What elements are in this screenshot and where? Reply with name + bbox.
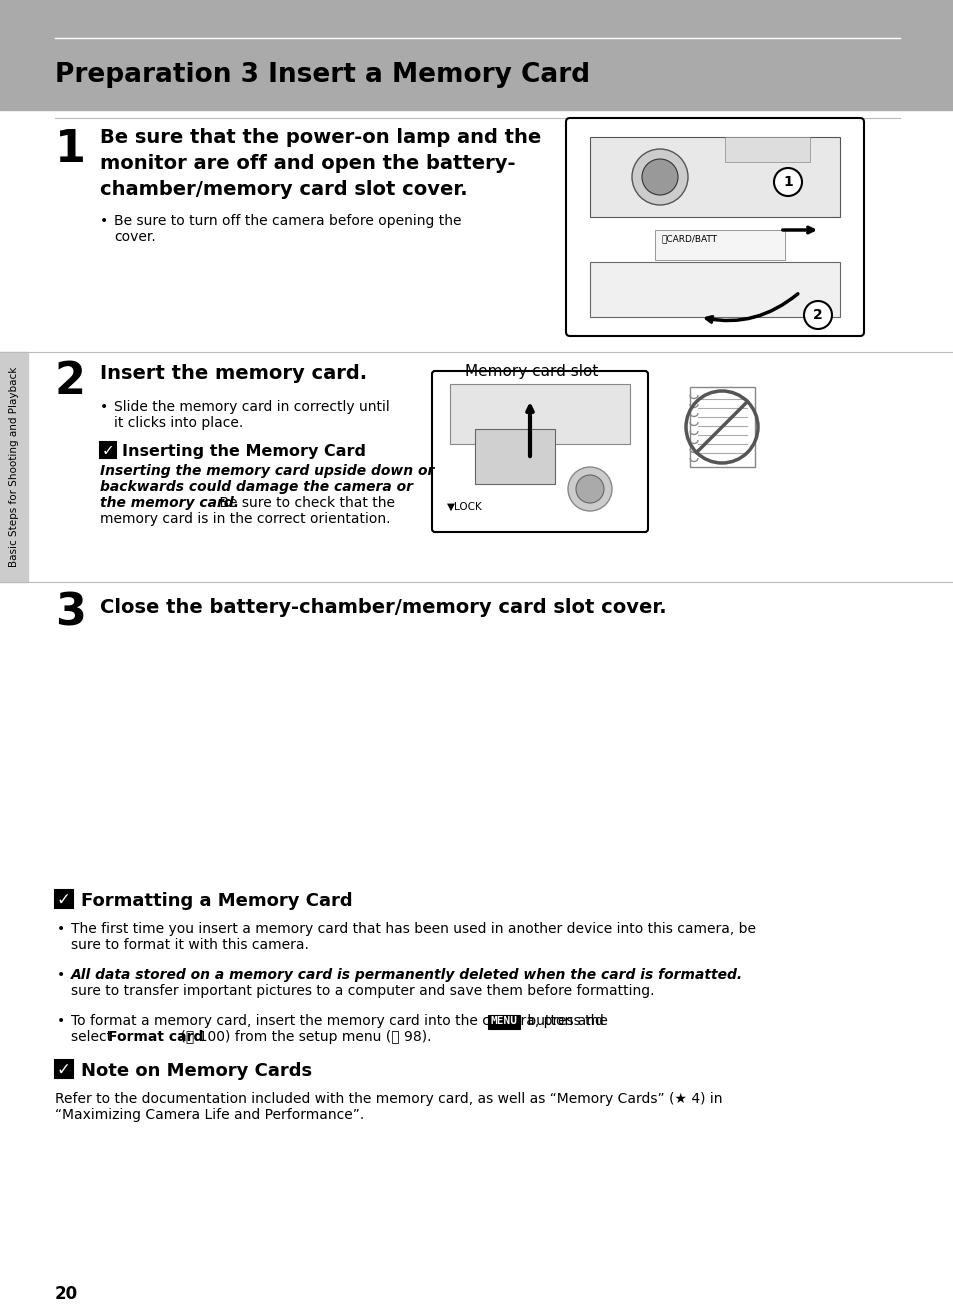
Circle shape <box>631 148 687 205</box>
Text: “Maximizing Camera Life and Performance”.: “Maximizing Camera Life and Performance”… <box>55 1108 364 1122</box>
Text: Format card: Format card <box>108 1030 203 1045</box>
Text: it clicks into place.: it clicks into place. <box>113 417 243 430</box>
Text: Basic Steps for Shooting and Playback: Basic Steps for Shooting and Playback <box>9 367 19 568</box>
Bar <box>589 137 840 217</box>
Text: cover.: cover. <box>113 230 155 244</box>
Text: Close the battery-chamber/memory card slot cover.: Close the battery-chamber/memory card sl… <box>100 598 666 618</box>
Text: sure to transfer important pictures to a computer and save them before formattin: sure to transfer important pictures to a… <box>71 984 654 999</box>
Circle shape <box>803 301 831 328</box>
Bar <box>655 230 784 260</box>
Text: All data stored on a memory card is permanently deleted when the card is formatt: All data stored on a memory card is perm… <box>71 968 742 982</box>
Bar <box>475 428 555 484</box>
Text: •: • <box>57 968 65 982</box>
Bar <box>589 261 840 317</box>
Bar <box>0 0 953 110</box>
Text: •: • <box>57 1014 65 1028</box>
Text: memory card is in the correct orientation.: memory card is in the correct orientatio… <box>100 512 390 526</box>
Circle shape <box>576 474 603 503</box>
Text: select: select <box>71 1030 116 1045</box>
Text: backwards could damage the camera or: backwards could damage the camera or <box>100 480 413 494</box>
Bar <box>55 1060 73 1077</box>
Text: 20: 20 <box>55 1285 78 1303</box>
Text: Refer to the documentation included with the memory card, as well as “Memory Car: Refer to the documentation included with… <box>55 1092 721 1106</box>
FancyBboxPatch shape <box>432 371 647 532</box>
Text: ✓: ✓ <box>102 443 114 459</box>
Text: Inserting the Memory Card: Inserting the Memory Card <box>122 444 366 459</box>
Bar <box>488 1014 520 1029</box>
Circle shape <box>641 159 678 194</box>
Bar <box>100 442 116 459</box>
Bar <box>55 890 73 908</box>
Text: 2: 2 <box>55 360 86 403</box>
Text: Be sure to check that the: Be sure to check that the <box>214 495 395 510</box>
Text: (⌗ 100) from the setup menu (⌗ 98).: (⌗ 100) from the setup menu (⌗ 98). <box>176 1030 432 1045</box>
Circle shape <box>773 168 801 196</box>
Bar <box>689 388 754 466</box>
Text: Be sure to turn off the camera before opening the: Be sure to turn off the camera before op… <box>113 214 461 229</box>
Text: ▼LOCK: ▼LOCK <box>447 502 482 512</box>
Text: Formatting a Memory Card: Formatting a Memory Card <box>81 892 353 911</box>
Text: •: • <box>57 922 65 936</box>
Text: 2: 2 <box>812 307 822 322</box>
Text: chamber/memory card slot cover.: chamber/memory card slot cover. <box>100 180 467 198</box>
Bar <box>724 137 809 162</box>
Text: MENU: MENU <box>490 1016 517 1026</box>
Text: Slide the memory card in correctly until: Slide the memory card in correctly until <box>113 399 390 414</box>
Text: Insert the memory card.: Insert the memory card. <box>100 364 367 382</box>
FancyBboxPatch shape <box>565 118 863 336</box>
Text: Be sure that the power-on lamp and the: Be sure that the power-on lamp and the <box>100 127 540 147</box>
Text: To format a memory card, insert the memory card into the camera, press the: To format a memory card, insert the memo… <box>71 1014 612 1028</box>
Text: monitor are off and open the battery-: monitor are off and open the battery- <box>100 154 515 173</box>
Text: Preparation 3 Insert a Memory Card: Preparation 3 Insert a Memory Card <box>55 62 590 88</box>
Text: The first time you insert a memory card that has been used in another device int: The first time you insert a memory card … <box>71 922 755 936</box>
Text: 1: 1 <box>782 175 792 189</box>
Text: ✓: ✓ <box>57 1060 71 1079</box>
Text: ⌗CARD/BATT: ⌗CARD/BATT <box>661 234 718 243</box>
Bar <box>0 352 28 582</box>
Text: Note on Memory Cards: Note on Memory Cards <box>81 1062 312 1080</box>
Text: 1: 1 <box>55 127 86 171</box>
Bar <box>450 384 629 444</box>
Circle shape <box>567 466 612 511</box>
Text: button and: button and <box>523 1014 604 1028</box>
Text: sure to format it with this camera.: sure to format it with this camera. <box>71 938 309 953</box>
Text: Inserting the memory card upside down or: Inserting the memory card upside down or <box>100 464 434 478</box>
Text: •: • <box>100 214 108 229</box>
Text: •: • <box>100 399 108 414</box>
Text: Memory card slot: Memory card slot <box>464 364 598 378</box>
Text: 3: 3 <box>55 593 86 635</box>
Text: the memory card.: the memory card. <box>100 495 239 510</box>
Text: ✓: ✓ <box>57 891 71 909</box>
